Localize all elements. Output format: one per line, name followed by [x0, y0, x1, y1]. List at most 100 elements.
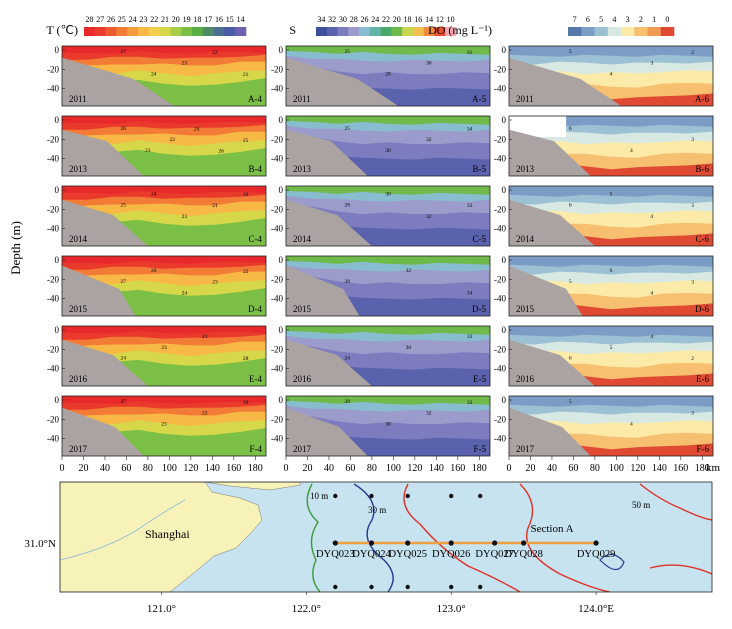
panel-id: F-5 — [473, 444, 486, 454]
y-tick-label: -20 — [47, 64, 59, 74]
colorbar-tick-label: 28 — [350, 15, 358, 24]
colorbar-swatch — [316, 27, 328, 36]
panel-id: D-6 — [695, 304, 709, 314]
y-tick-label: -40 — [271, 294, 283, 304]
y-tick-label: -40 — [271, 84, 283, 94]
contour-label: 22 — [169, 137, 175, 143]
contour-label: 19 — [243, 192, 249, 198]
section-panel-B-4: 26 23 22 20 26 25 2013 B-4 0 -20 -40 — [47, 115, 267, 177]
colorbar-swatch — [434, 27, 446, 36]
x-tick-label: 120 — [630, 463, 645, 474]
x-tick-label: 180 — [695, 463, 710, 474]
section-panel-E-4: 24 23 21 28 2016 E-4 0 -20 -40 — [47, 325, 267, 387]
extra-station — [333, 584, 338, 590]
contour-label: 5 — [569, 399, 572, 405]
colorbar-swatch — [138, 27, 150, 36]
colorbar-swatch — [337, 27, 349, 36]
contour-label: 32 — [426, 214, 432, 220]
contour-label: 32 — [426, 411, 432, 417]
station-label: DYQ023 — [316, 549, 355, 560]
panel-year: 2011 — [293, 94, 311, 104]
shanghai-label: Shanghai — [145, 527, 190, 541]
colorbar-swatch — [148, 27, 160, 36]
panel-frame — [285, 45, 491, 107]
seabed-fill — [62, 129, 266, 176]
contour-label: 21 — [202, 334, 208, 340]
panel-year: 2015 — [293, 304, 312, 314]
y-tick-label: -20 — [47, 134, 59, 144]
map-x-tick-label: 124.0°E — [578, 603, 614, 615]
colorbar-swatch — [391, 27, 403, 36]
map-frame — [59, 481, 713, 593]
panel-id: F-4 — [249, 444, 262, 454]
depth-axis-label: Depth (m) — [8, 221, 23, 275]
x-tick-label: 40 — [324, 463, 334, 474]
extra-station — [477, 493, 483, 499]
colorbar-swatch — [202, 27, 214, 36]
contour-label: 23 — [182, 61, 188, 67]
contour-label: 3 — [650, 61, 653, 67]
contour-label: 26 — [218, 149, 224, 155]
section-panel-D-4: 27 26 24 23 22 2015 D-4 0 -20 -40 — [47, 255, 267, 317]
seabed-fill — [509, 129, 713, 176]
colorbar-swatch — [192, 27, 204, 36]
panel-id: F-6 — [696, 444, 709, 454]
colorbar-swatch — [348, 27, 360, 36]
colorbar-tick-label: 2 — [639, 15, 643, 24]
contour-label: 23 — [182, 214, 188, 220]
colorbar-swatch — [380, 27, 392, 36]
section-panel-C-4: 25 24 23 21 19 2014 C-4 0 -20 -40 — [47, 185, 267, 247]
panel-frame — [61, 185, 267, 247]
extra-station — [477, 584, 483, 590]
section-panel-A-5: 25 28 30 31 2011 A-5 0 -20 -40 — [271, 45, 491, 107]
station-label: DYQ024 — [352, 549, 391, 560]
contour-label: 23 — [161, 421, 167, 427]
land-shanghai — [60, 482, 263, 592]
y-tick-label: -20 — [271, 414, 283, 424]
y-tick-label: 0 — [502, 115, 507, 125]
station-label: DYQ027 — [475, 549, 514, 560]
x-axes: 0 20 40 60 80 100 120 140 160 180 0 20 40 60 80 100 120 1… — [60, 456, 710, 474]
x-tick-label: 140 — [205, 463, 220, 474]
panel-frame — [508, 325, 714, 387]
colorbar-tick-label: 25 — [118, 15, 126, 24]
contour-label: 4 — [650, 290, 653, 296]
colorbar-swatch — [235, 27, 247, 36]
contour-label: 32 — [406, 268, 412, 274]
panel-frame — [61, 45, 267, 107]
section-panel-C-5: 28 30 32 33 2014 C-5 0 -20 -40 — [271, 185, 491, 247]
contour-label: 27 — [120, 49, 126, 55]
x-tick-label: 0 — [60, 463, 65, 474]
y-tick-label: -40 — [47, 294, 59, 304]
y-tick-label: 0 — [502, 255, 507, 265]
station-DYQ025 — [405, 540, 411, 546]
contour-label: 28 — [344, 399, 350, 405]
contour-label: 34 — [467, 126, 473, 132]
y-tick-label: -40 — [271, 364, 283, 374]
x-tick-label: 160 — [450, 463, 465, 474]
seabed-fill — [509, 57, 713, 106]
isobath-50m — [639, 483, 712, 521]
colorbar-tick-label: 22 — [150, 15, 158, 24]
x-tick-label: 100 — [162, 463, 177, 474]
panel-year: 2016 — [516, 374, 535, 384]
river — [60, 499, 186, 561]
colorbar-0: T (℃) 28 27 26 25 24 23 22 21 20 19 18 17 16 15 14 — [46, 15, 247, 37]
colorbar-tick-label: 17 — [204, 15, 212, 24]
contour-label: 3 — [691, 137, 694, 143]
panel-year: 2014 — [69, 234, 88, 244]
panel-frame — [508, 45, 714, 107]
seabed-fill — [62, 57, 266, 106]
colorbar-swatch — [94, 27, 106, 36]
isobath-red-1 — [403, 483, 521, 592]
contour-label: 24 — [344, 356, 350, 362]
y-tick-label: -40 — [494, 224, 506, 234]
station-DYQ023 — [332, 540, 338, 546]
section-panel-B-6: 6 4 3 2013 B-6 0 -20 -40 — [494, 115, 714, 177]
colorbar-tick-label: 0 — [665, 15, 669, 24]
y-tick-label: 0 — [55, 45, 60, 55]
y-tick-label: 0 — [55, 395, 60, 405]
colorbar-tick-label: 24 — [371, 15, 379, 24]
section-panel-F-5: 28 30 32 33 2017 F-5 0 -20 -40 — [271, 395, 491, 457]
